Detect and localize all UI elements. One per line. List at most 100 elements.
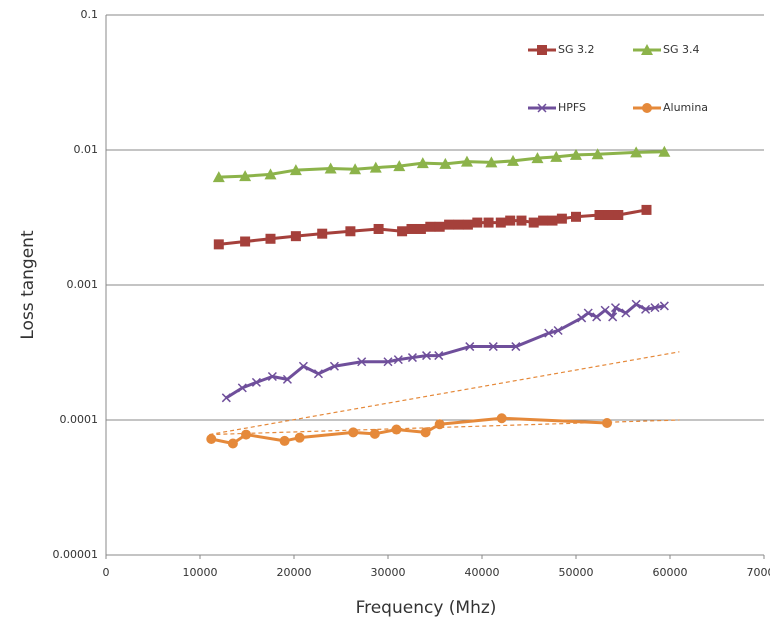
marker [600,305,610,315]
marker [416,157,429,169]
marker [294,432,305,443]
marker [251,377,261,387]
marker [507,154,520,166]
marker [610,303,621,313]
marker [289,164,302,176]
x-tick-label: 30000 [371,566,406,579]
marker [324,162,337,174]
marker [383,357,393,367]
x-tick-label: 40000 [465,566,500,579]
marker [369,161,382,173]
marker [571,211,581,222]
marker [290,231,301,242]
legend-label: SG 3.4 [663,43,700,56]
marker [544,328,554,338]
trendline [209,419,680,436]
marker [317,228,328,239]
marker [393,160,406,172]
marker [537,45,547,55]
x-tick-label: 20000 [277,566,312,579]
marker [608,312,618,322]
x-tick-label: 70000 [747,566,770,579]
marker [407,353,417,363]
marker [488,342,498,352]
marker [538,215,549,226]
legend-label: HPFS [558,101,586,114]
marker [641,304,651,314]
marker [373,223,384,234]
marker [613,210,624,221]
marker [206,434,217,445]
marker [483,217,494,228]
marker [505,215,516,226]
marker [264,168,277,180]
y-axis-title: Loss tangent [18,230,38,340]
y-tick-label: 0.001 [67,278,99,291]
marker [594,210,605,221]
marker [357,357,367,367]
legend-label: Alumina [663,101,708,114]
marker [237,383,247,393]
marker [348,427,359,438]
marker [434,419,445,430]
marker [422,351,432,361]
marker [444,219,455,230]
x-axis-title: Frequency (Mhz) [356,598,497,618]
marker [603,210,614,221]
trendline [209,351,680,436]
marker [415,223,426,234]
marker [641,204,652,215]
marker [369,428,380,439]
marker [439,157,452,169]
marker [553,325,563,336]
marker [550,150,563,162]
marker [434,221,445,232]
marker [495,217,506,228]
marker [465,342,475,352]
marker [621,308,631,318]
marker [313,369,323,379]
marker [658,145,671,157]
marker [577,313,587,323]
marker [570,148,582,160]
marker [583,308,593,318]
marker [641,44,653,55]
marker [642,103,652,113]
marker [239,170,252,182]
marker [516,215,527,226]
y-tick-label: 0.00001 [53,548,99,561]
marker [591,148,604,160]
marker [212,171,225,183]
marker [511,342,521,352]
marker [434,351,444,361]
series-line [210,416,608,445]
marker [329,361,339,371]
marker [547,215,558,226]
y-tick-label: 0.0001 [60,413,99,426]
marker [631,299,641,309]
marker [267,371,277,382]
marker [241,429,252,440]
marker [221,393,231,403]
marker [531,152,544,164]
marker [298,361,308,371]
marker [406,223,417,234]
y-tick-label: 0.01 [74,143,99,156]
marker [496,413,507,424]
marker [592,312,602,322]
marker [279,435,290,446]
x-tick-label: 10000 [183,566,218,579]
marker [462,219,473,230]
marker [537,103,547,113]
marker [265,233,276,244]
marker [227,438,238,449]
marker [391,424,402,435]
marker [213,239,224,250]
marker [240,236,251,247]
marker [650,303,660,313]
marker [397,226,408,237]
marker [556,213,567,224]
marker [472,217,483,228]
marker [528,217,539,228]
marker [425,221,436,232]
